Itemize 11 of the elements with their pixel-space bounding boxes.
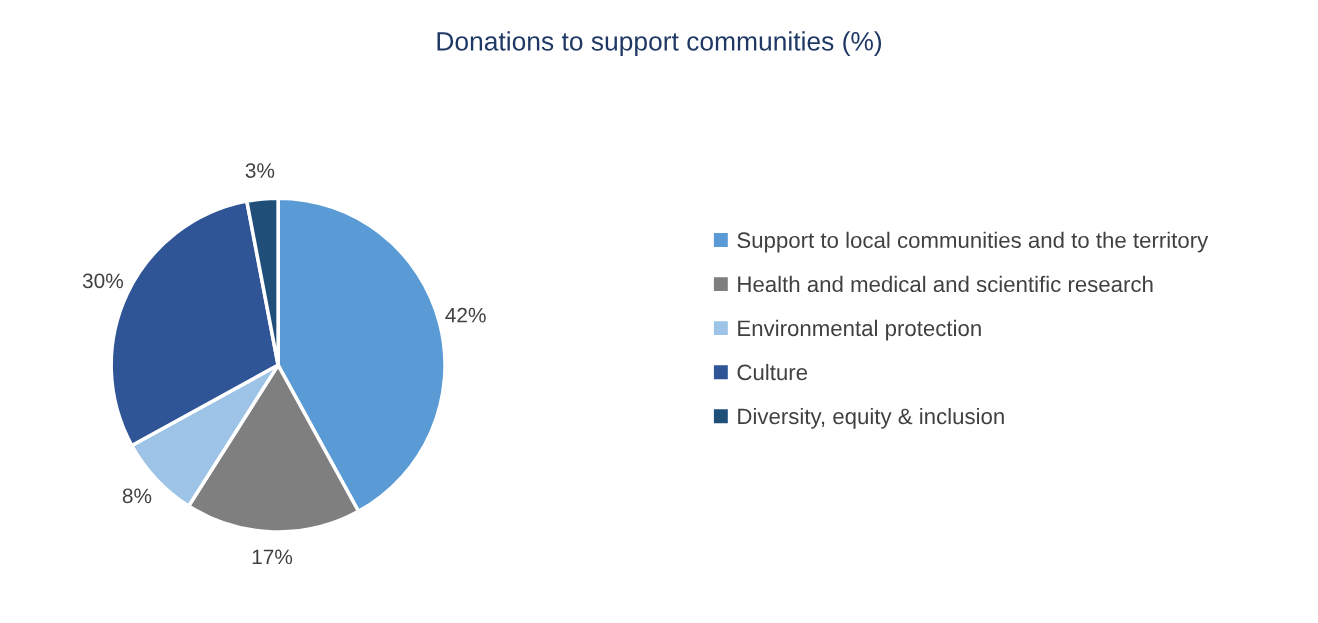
legend-label: Health and medical and scientific research xyxy=(738,275,1153,293)
chart-title: Donations to support communities (%) xyxy=(437,31,882,56)
legend-label: Diversity, equity & inclusion xyxy=(738,407,1004,429)
data-label: 30% xyxy=(82,273,124,289)
data-label: 17% xyxy=(252,549,293,565)
legend-label: Support to local communities and to the territory xyxy=(737,231,1209,253)
legend-label: Culture xyxy=(737,363,808,381)
data-label: 42% xyxy=(445,307,486,323)
data-label: 8% xyxy=(122,488,152,504)
data-label: 3% xyxy=(245,163,275,178)
legend-label: Environmental protection xyxy=(738,319,981,341)
